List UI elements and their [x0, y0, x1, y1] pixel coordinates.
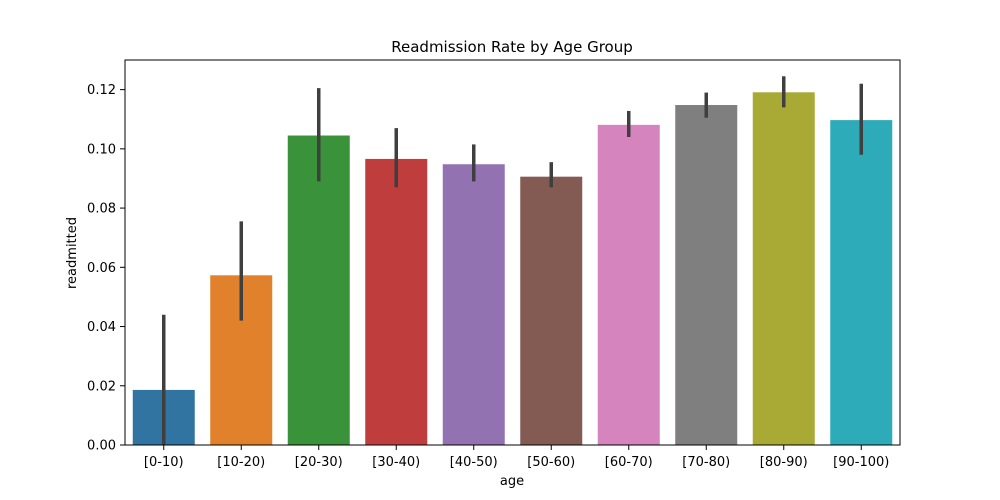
bar-9 — [830, 120, 893, 446]
y-axis-title: readmitted — [65, 217, 80, 289]
bar-2 — [287, 135, 350, 445]
bar-6 — [597, 124, 660, 446]
error-bars-layer — [162, 76, 863, 445]
y-tick-label-4: 0.08 — [87, 202, 116, 217]
x-tick-label-9: [90-100) — [833, 455, 889, 470]
bar-5 — [520, 176, 583, 445]
axes-layer: [0-10) [10-20) [20-30) [30-40) [40-50) [50-60… — [87, 59, 901, 470]
y-tick-label-5: 0.10 — [87, 142, 116, 157]
y-tick-label-2: 0.04 — [87, 320, 116, 335]
x-tick-label-7: [70-80) — [682, 455, 730, 470]
y-tick-label-0: 0.00 — [87, 439, 116, 454]
y-tick-label-1: 0.02 — [87, 379, 116, 394]
bar-8 — [752, 92, 815, 445]
x-tick-label-5: [50-60) — [527, 455, 575, 470]
x-tick-label-2: [20-30) — [295, 455, 343, 470]
x-tick-label-6: [60-70) — [605, 455, 653, 470]
plot-frame — [124, 59, 901, 446]
bar-3 — [365, 158, 428, 446]
y-tick-label-6: 0.12 — [87, 83, 116, 98]
bars-layer — [132, 92, 893, 446]
y-tick-label-3: 0.06 — [87, 261, 116, 276]
x-tick-label-1: [10-20) — [217, 455, 265, 470]
x-tick-label-4: [40-50) — [450, 455, 498, 470]
x-axis-title: age — [500, 474, 524, 489]
bar-4 — [442, 164, 505, 445]
x-tick-label-3: [30-40) — [372, 455, 420, 470]
x-tick-label-8: [80-90) — [760, 455, 808, 470]
x-tick-label-0: [0-10) — [144, 455, 184, 470]
bar-7 — [675, 105, 738, 446]
chart-title: Readmission Rate by Age Group — [391, 38, 633, 56]
